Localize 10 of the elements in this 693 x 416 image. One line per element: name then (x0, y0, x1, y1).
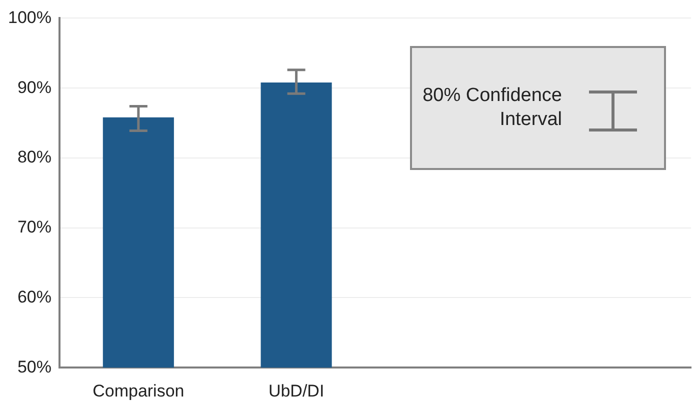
x-tick-label: UbD/DI (268, 381, 324, 400)
note-box: 80% Confidence Interval (410, 46, 666, 170)
y-tick-label: 90% (17, 78, 52, 97)
annotation: 80% Confidence Interval (422, 84, 562, 132)
y-tick-label: 70% (17, 218, 52, 237)
x-tick-label: Comparison (92, 381, 184, 400)
y-tick-label: 100% (8, 8, 52, 27)
y-tick-label: 50% (17, 357, 52, 376)
y-tick-label: 60% (17, 287, 52, 306)
y-tick-label: 80% (17, 148, 52, 167)
